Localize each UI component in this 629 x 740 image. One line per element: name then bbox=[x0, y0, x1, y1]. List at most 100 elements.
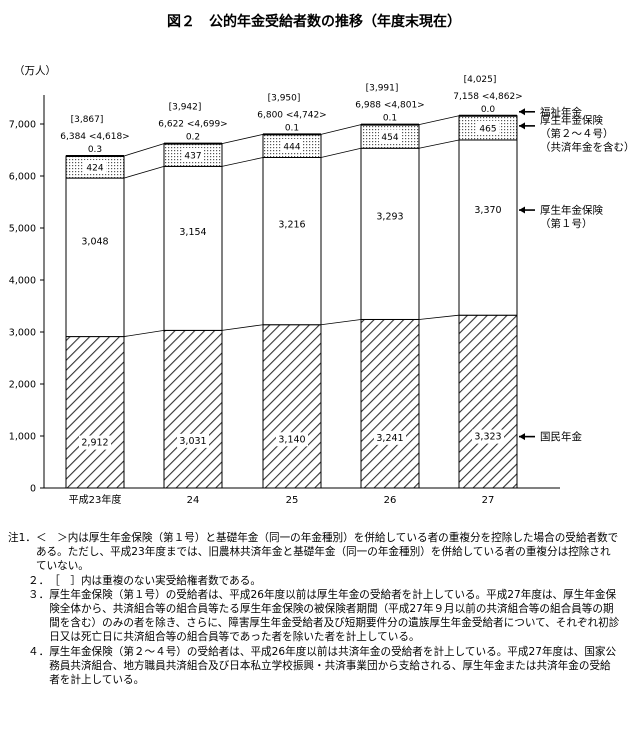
data-label-fukushi: 0.0 bbox=[481, 105, 496, 115]
data-label-fukushi: 0.1 bbox=[383, 114, 397, 124]
y-tick-label: 5,000 bbox=[9, 224, 36, 235]
data-label-bg bbox=[79, 435, 111, 450]
y-tick-label: 2,000 bbox=[9, 380, 36, 391]
legend-kosei-2-4-label: 厚生年金保険 bbox=[540, 113, 603, 126]
legend-kosei-1-label: 厚生年金保険 bbox=[540, 204, 603, 217]
legend-kosei-1-arrow-head bbox=[519, 206, 525, 214]
data-label-bg bbox=[281, 138, 303, 152]
x-category-label: 26 bbox=[384, 495, 397, 506]
data-label-kosei-1: 3,293 bbox=[376, 212, 403, 223]
footnote-text: ＜ ＞内は厚生年金保険（第１号）と基礎年金（同一の年金種別）を併給している者の重… bbox=[35, 532, 619, 573]
footnotes: 注1． ＜ ＞内は厚生年金保険（第１号）と基礎年金（同一の年金種別）を併給してい… bbox=[8, 531, 620, 687]
data-label-bg bbox=[182, 148, 204, 162]
series-connector bbox=[221, 157, 264, 167]
x-category-label: 平成23年度 bbox=[69, 493, 122, 506]
footnote-number: ４． bbox=[28, 645, 50, 658]
series-connector bbox=[123, 329, 165, 337]
data-label-bg bbox=[379, 129, 401, 143]
series-connector bbox=[123, 143, 165, 157]
data-label-bg bbox=[472, 429, 504, 444]
bar-segment-kosei-1 bbox=[163, 165, 223, 331]
footnote-text: 厚生年金保険（第１号）の受給者は、平成26年度以前は厚生年金の受給者を計上してい… bbox=[49, 588, 620, 644]
data-label-kosei-2-4: 444 bbox=[283, 142, 300, 152]
footnote-text: ［ ］内は重複のない実受給権者数である。 bbox=[49, 574, 261, 587]
data-label-bg bbox=[477, 120, 499, 134]
bar-segment-kosei-1 bbox=[360, 147, 420, 320]
legend-fukushi-arrow-head bbox=[519, 108, 525, 116]
data-label-bg bbox=[276, 432, 308, 447]
bar-segment-kokumin bbox=[360, 318, 420, 489]
data-label-kosei-2-4: 465 bbox=[479, 124, 496, 134]
data-label-kosei-2-4: 424 bbox=[86, 164, 103, 174]
bar-segment-kosei-1 bbox=[65, 177, 125, 338]
data-label-fukushi: 0.2 bbox=[186, 133, 200, 143]
footnote-text: 厚生年金保険（第２～４号）の受給者は、平成26年度以前は共済年金の受給者を計上し… bbox=[49, 645, 617, 687]
bar-segment-kokumin bbox=[458, 314, 518, 489]
data-label-kokumin: 3,241 bbox=[376, 433, 403, 444]
data-label-kosei-1: 3,216 bbox=[278, 219, 305, 230]
chart-title: 図２ 公的年金受給者数の推移（年度末現在） bbox=[167, 13, 461, 30]
series-connector bbox=[320, 147, 362, 158]
data-label-fukushi: 0.1 bbox=[285, 123, 299, 133]
bar-segment-kosei-1 bbox=[458, 139, 518, 316]
x-category-label: 27 bbox=[482, 495, 495, 506]
data-label-kokumin: 2,912 bbox=[81, 438, 108, 449]
footnote-1: 注1． ＜ ＞内は厚生年金保険（第１号）と基礎年金（同一の年金種別）を併給してい… bbox=[8, 531, 620, 574]
y-tick-label: 0 bbox=[30, 484, 36, 495]
legend-kosei-2-4-label: （共済年金を含む） bbox=[540, 140, 629, 153]
series-connector bbox=[418, 115, 460, 126]
bracket-total-label: [3,991] bbox=[366, 84, 399, 94]
series-connector bbox=[320, 319, 362, 326]
total-label: 7,158 <4,862> bbox=[453, 92, 522, 102]
series-connector bbox=[418, 139, 460, 149]
data-label-kosei-1: 3,370 bbox=[474, 205, 501, 216]
y-tick-label: 4,000 bbox=[9, 276, 36, 287]
total-label: 6,622 <4,699> bbox=[158, 120, 227, 130]
y-tick-label: 3,000 bbox=[9, 328, 36, 339]
footnote-number: ２． bbox=[28, 574, 50, 587]
bracket-total-label: [3,867] bbox=[71, 115, 104, 125]
footnote-4: ４． 厚生年金保険（第２～４号）の受給者は、平成26年度以前は共済年金の受給者を… bbox=[8, 645, 620, 688]
y-tick-label: 7,000 bbox=[9, 120, 36, 131]
data-label-kokumin: 3,140 bbox=[278, 434, 305, 445]
data-label-kosei-2-4: 454 bbox=[381, 133, 398, 143]
total-label: 6,988 <4,801> bbox=[355, 101, 424, 111]
data-label-kosei-2-4: 437 bbox=[184, 152, 201, 162]
data-label-bg bbox=[177, 433, 209, 448]
data-label-bg bbox=[374, 430, 406, 445]
data-label-kokumin: 3,031 bbox=[179, 436, 206, 447]
data-label-kosei-1: 3,048 bbox=[81, 236, 108, 247]
series-connector bbox=[221, 324, 264, 331]
legend-fukushi-label: 福祉年金 bbox=[540, 105, 582, 118]
y-tick-label: 1,000 bbox=[9, 432, 36, 443]
legend-kosei-2-4-arrow-head bbox=[519, 122, 525, 130]
y-tick-label: 6,000 bbox=[9, 172, 36, 183]
footnote-number: ３． bbox=[28, 588, 50, 601]
bracket-total-label: [3,950] bbox=[268, 93, 301, 103]
total-label: 6,800 <4,742> bbox=[257, 110, 326, 120]
footnote-3: ３． 厚生年金保険（第１号）の受給者は、平成26年度以前は厚生年金の受給者を計上… bbox=[8, 588, 620, 645]
legend-kokumin-arrow-head bbox=[519, 433, 525, 441]
legend-kosei-2-4-label: （第２～４号） bbox=[540, 127, 614, 140]
data-label-bg bbox=[84, 160, 106, 174]
footnote-2: ２． ［ ］内は重複のない実受給権者数である。 bbox=[8, 574, 620, 588]
bracket-total-label: [3,942] bbox=[169, 103, 202, 113]
data-label-fukushi: 0.3 bbox=[88, 145, 102, 155]
footnote-number: 注1． bbox=[8, 532, 36, 544]
pension-chart: 図２ 公的年金受給者数の推移（年度末現在） （万人） 0 1,000 2,000 3,… bbox=[9, 13, 629, 506]
x-category-label: 24 bbox=[187, 495, 200, 506]
legend-kosei-1-label: （第１号） bbox=[540, 217, 593, 230]
data-label-kosei-1: 3,154 bbox=[179, 227, 206, 238]
series-connector bbox=[418, 314, 460, 320]
series-connector bbox=[221, 134, 264, 145]
series-connector bbox=[123, 165, 165, 179]
x-category-label: 25 bbox=[286, 495, 299, 506]
legend-kokumin-label: 国民年金 bbox=[540, 430, 582, 443]
y-axis-unit-label: （万人） bbox=[14, 65, 56, 77]
bar-segment-kosei-1 bbox=[262, 156, 322, 326]
total-label: 6,384 <4,618> bbox=[60, 132, 129, 142]
data-label-kokumin: 3,323 bbox=[474, 432, 501, 443]
series-connector bbox=[320, 124, 362, 135]
bracket-total-label: [4,025] bbox=[464, 75, 497, 85]
bar-segment-kokumin bbox=[163, 329, 223, 489]
